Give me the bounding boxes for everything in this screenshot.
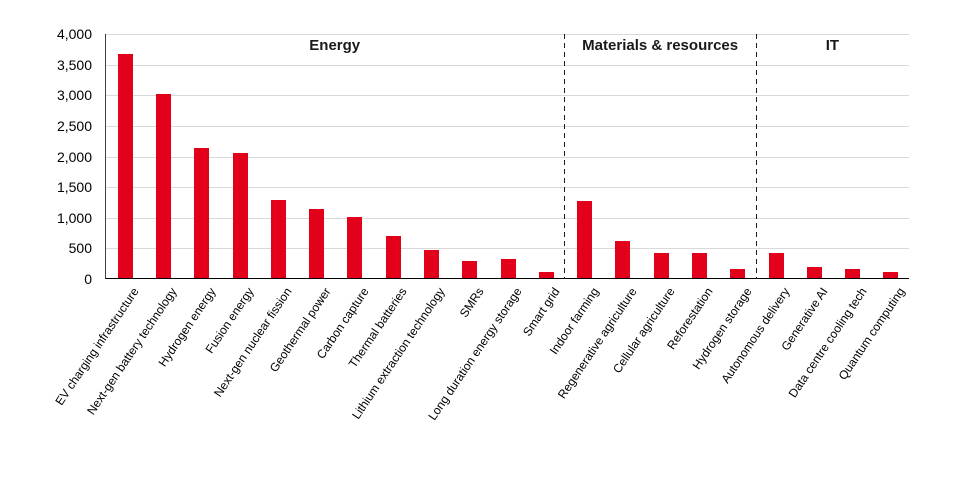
- gridline-2000: [106, 156, 909, 158]
- y-axis-tick-label: 1,500: [56, 179, 92, 196]
- bar-thermal-batteries: [385, 235, 401, 278]
- section-label-it: IT: [825, 37, 840, 54]
- y-axis-tick-label: 4,000: [56, 26, 92, 42]
- bar-lithium-extraction-technology: [423, 250, 439, 278]
- y-axis-tick-label: 1,000: [56, 209, 92, 226]
- bar-reforestation: [691, 252, 707, 278]
- bar-quantum-computing: [883, 271, 899, 278]
- plot-area: [105, 34, 909, 279]
- gridline-3000: [106, 95, 909, 97]
- y-axis-tick-label: 2,500: [56, 117, 92, 134]
- y-axis-tick-label: 0: [84, 271, 92, 287]
- y-axis-tick-label: 3,500: [56, 56, 92, 73]
- bar-hydrogen-storage: [730, 268, 746, 278]
- section-divider: [564, 34, 566, 279]
- bar-data-centre-cooling-tech: [845, 269, 861, 278]
- bar-smrs: [462, 260, 478, 278]
- section-label-materials-resources: Materials & resources: [582, 37, 739, 54]
- gridline-1000: [106, 217, 909, 219]
- bar-generative-ai: [806, 267, 822, 278]
- y-axis-tick-label: 3,000: [56, 87, 92, 104]
- bar-carbon-capture: [347, 217, 363, 278]
- bar-autonomous-delivery: [768, 252, 784, 278]
- bar-next-gen-battery-technology: [155, 93, 171, 278]
- gridline-4000: [106, 34, 909, 35]
- section-label-energy: Energy: [309, 37, 361, 54]
- gridline-500: [106, 248, 909, 250]
- y-axis-tick-label: 2,000: [56, 148, 92, 165]
- bar-geothermal-power: [309, 209, 325, 278]
- bar-long-duration-energy-storage: [500, 259, 516, 278]
- gridline-2500: [106, 125, 909, 127]
- bar-ev-charging-infrastructure: [117, 54, 133, 278]
- gridline-1500: [106, 187, 909, 189]
- bar-next-gen-nuclear-fission: [270, 200, 286, 278]
- bar-cellular-agriculture: [653, 252, 669, 278]
- bar-indoor-farming: [577, 201, 593, 278]
- bar-fusion-energy: [232, 153, 248, 278]
- y-axis-tick-label: 500: [68, 240, 92, 257]
- bar-regenerative-agriculture: [615, 240, 631, 278]
- bar-hydrogen-energy: [194, 148, 210, 278]
- bar-smart-grid: [538, 271, 554, 278]
- gridline-3500: [106, 64, 909, 66]
- section-divider: [755, 34, 757, 279]
